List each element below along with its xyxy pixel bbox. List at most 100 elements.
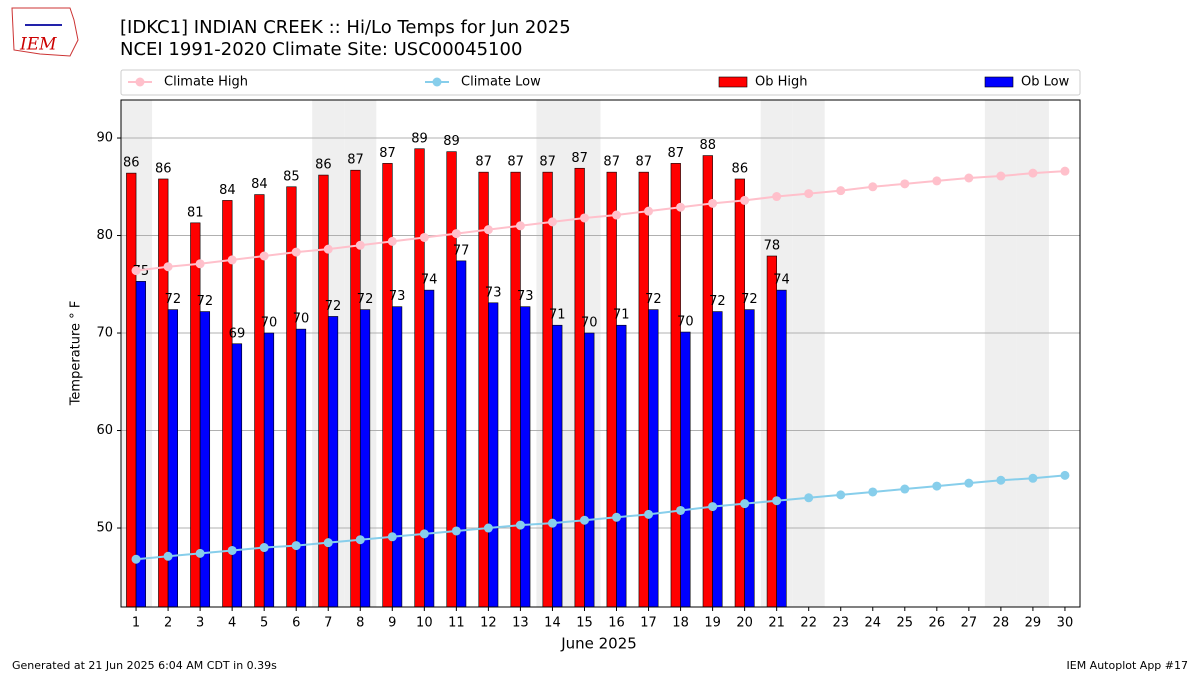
y-axis-label: Temperature ° F: [69, 301, 84, 407]
legend-label: Climate High: [164, 75, 248, 90]
bar: [702, 155, 713, 608]
data-label: 89: [443, 134, 460, 149]
bar: [263, 332, 275, 608]
point: [708, 502, 718, 512]
bar: [424, 289, 435, 608]
bar: [510, 171, 521, 608]
data-label: 72: [741, 292, 758, 307]
point: [387, 532, 397, 542]
bar: [584, 332, 595, 608]
point: [676, 505, 686, 515]
x-tick-label: 11: [448, 616, 465, 631]
data-label: 86: [123, 156, 140, 171]
point: [195, 259, 205, 269]
x-tick-label: 3: [196, 616, 204, 631]
x-tick-label: 6: [292, 616, 300, 631]
logo: IEM: [11, 7, 79, 57]
point: [579, 213, 589, 223]
data-label: 72: [645, 292, 662, 307]
bar: [478, 171, 489, 608]
data-label: 87: [603, 155, 620, 170]
x-tick-label: 28: [993, 616, 1010, 631]
point: [163, 262, 173, 272]
data-label: 74: [773, 273, 790, 288]
point: [836, 186, 846, 196]
data-label: 89: [411, 131, 428, 146]
x-tick-label: 29: [1025, 616, 1042, 631]
x-tick-label: 30: [1057, 616, 1074, 631]
x-tick-label: 13: [512, 616, 529, 631]
bar: [574, 167, 585, 608]
x-tick-label: 24: [864, 616, 881, 631]
data-label: 86: [155, 161, 172, 176]
point: [195, 548, 205, 558]
y-tick-label: 90: [96, 131, 113, 146]
point: [483, 225, 493, 235]
data-label: 72: [325, 299, 342, 314]
data-label: 73: [517, 289, 534, 304]
bar: [414, 148, 425, 608]
point: [259, 543, 269, 553]
bar: [126, 172, 137, 608]
chart-subtitle: NCEI 1991-2020 Climate Site: USC00045100: [120, 39, 522, 60]
point: [964, 478, 974, 488]
point: [900, 484, 910, 494]
x-tick-label: 15: [576, 616, 593, 631]
point: [547, 217, 557, 227]
data-label: 87: [347, 153, 364, 168]
bar: [167, 309, 178, 608]
point: [932, 481, 942, 491]
bar: [446, 151, 457, 608]
point: [868, 182, 878, 192]
y-tick-label: 50: [96, 521, 113, 536]
point: [740, 195, 750, 205]
data-label: 73: [389, 289, 406, 304]
data-label: 84: [251, 177, 268, 192]
data-label: 85: [283, 169, 300, 184]
point: [131, 554, 141, 564]
data-label: 70: [581, 316, 598, 331]
point: [451, 526, 461, 536]
bar: [327, 316, 339, 608]
point: [579, 515, 589, 525]
data-label: 70: [677, 315, 694, 330]
bar: [712, 311, 723, 608]
bar: [392, 306, 403, 608]
point: [740, 499, 750, 509]
x-tick-label: 1: [132, 616, 140, 631]
point: [1060, 470, 1070, 480]
data-label: 71: [549, 308, 566, 323]
point: [996, 171, 1006, 181]
point: [996, 475, 1006, 485]
data-label: 77: [453, 243, 470, 258]
legend-marker: [432, 77, 442, 87]
data-label: 69: [229, 326, 246, 341]
data-label: 87: [379, 146, 396, 161]
point: [932, 176, 942, 186]
point: [676, 202, 686, 212]
point: [1060, 166, 1070, 176]
point: [355, 535, 365, 545]
bar: [766, 255, 777, 608]
point: [612, 512, 622, 522]
y-tick-label: 80: [96, 228, 113, 243]
bar: [680, 331, 691, 608]
point: [772, 496, 782, 506]
logo-text: IEM: [19, 35, 57, 55]
x-tick-label: 12: [480, 616, 497, 631]
data-label: 71: [613, 308, 630, 323]
point: [291, 541, 301, 551]
data-label: 73: [485, 285, 502, 300]
x-tick-label: 4: [228, 616, 236, 631]
point: [515, 221, 525, 231]
data-label: 81: [187, 205, 204, 220]
point: [804, 493, 814, 503]
bar: [488, 302, 499, 608]
point: [323, 538, 333, 548]
data-label: 87: [507, 155, 524, 170]
data-label: 88: [700, 138, 717, 153]
y-tick-label: 60: [96, 423, 113, 438]
data-label: 87: [667, 146, 684, 161]
data-label: 87: [635, 155, 652, 170]
legend-marker: [135, 77, 145, 87]
